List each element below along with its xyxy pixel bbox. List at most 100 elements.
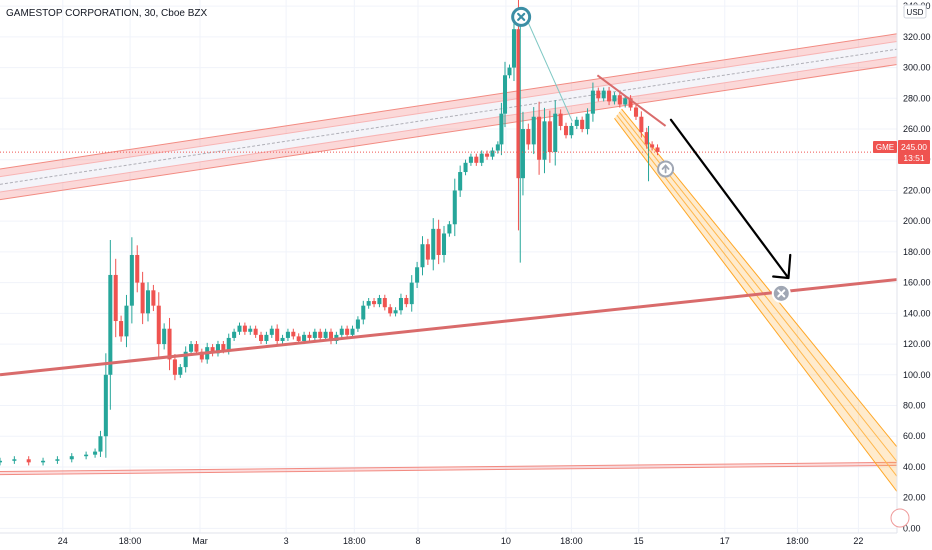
bottom-band-bottom-line[interactable] xyxy=(0,464,898,476)
candle-body xyxy=(628,98,633,108)
candle-body xyxy=(596,90,601,99)
candle-body xyxy=(253,328,258,335)
candle-body xyxy=(221,344,226,351)
candle-body xyxy=(520,129,525,179)
candle-body xyxy=(26,459,31,463)
candle-body xyxy=(237,325,242,332)
y-tick-label: 300.00 xyxy=(903,63,931,73)
candle-body xyxy=(172,359,177,375)
candle-body xyxy=(108,274,113,375)
candle-body xyxy=(307,334,312,338)
x-tick-label: 22 xyxy=(853,536,863,546)
candle-body xyxy=(617,95,622,105)
candle-body xyxy=(280,337,285,341)
candle-body xyxy=(269,328,274,335)
channel-upper-band xyxy=(0,33,897,177)
candle-body xyxy=(93,451,98,455)
candle-body xyxy=(361,305,366,320)
candle-body xyxy=(507,67,512,76)
scroll-to-realtime-button[interactable] xyxy=(890,508,910,528)
candle-body xyxy=(650,144,655,148)
candle-body xyxy=(585,113,590,130)
candle-body xyxy=(542,121,547,160)
projection-arrow[interactable] xyxy=(669,118,792,280)
candle-body xyxy=(156,305,161,345)
ticker-label: GME xyxy=(876,143,894,152)
y-tick-label: 120.00 xyxy=(903,339,931,349)
support-trend-line[interactable] xyxy=(0,278,898,377)
candle-body xyxy=(339,328,344,335)
overlay-layer xyxy=(0,6,898,377)
candle-body xyxy=(388,307,393,314)
fan-line[interactable] xyxy=(522,10,573,122)
candle-body xyxy=(366,301,371,306)
x-tick-label: 24 xyxy=(58,536,68,546)
candle-body xyxy=(409,282,414,305)
candle-body xyxy=(633,107,638,117)
candle-body xyxy=(124,305,129,337)
bottom-band-top-line[interactable] xyxy=(0,461,898,473)
y-tick-label: 140.00 xyxy=(903,308,931,318)
x-tick-label: 18:00 xyxy=(119,536,142,546)
time-axis-background[interactable] xyxy=(0,533,897,550)
candle-body xyxy=(516,29,521,179)
candle-body xyxy=(323,331,328,338)
channel-middle-band xyxy=(0,41,897,193)
candle-body xyxy=(162,328,167,345)
candle-body xyxy=(441,233,447,255)
candle-body xyxy=(526,129,531,145)
ticker-tag xyxy=(873,141,897,153)
last-price-label: 245.00 xyxy=(901,142,927,152)
channel-bottom-line[interactable] xyxy=(0,64,898,201)
candle-body xyxy=(259,334,264,341)
candle-body xyxy=(275,328,280,341)
candle-body xyxy=(98,436,103,452)
candle-body xyxy=(84,454,89,457)
candle-body xyxy=(452,190,457,225)
channel-top-line[interactable] xyxy=(0,33,898,170)
candle-body xyxy=(463,162,468,173)
candle-body xyxy=(511,29,516,68)
price-axis-background[interactable] xyxy=(897,0,932,550)
drawing-layer xyxy=(0,10,898,492)
candle-body xyxy=(291,331,296,337)
channel-inner-top-line[interactable] xyxy=(0,40,898,178)
candle-body xyxy=(537,116,542,160)
candle-body xyxy=(215,344,220,354)
candle-body xyxy=(580,119,585,130)
candle-body xyxy=(199,351,204,360)
candle-body xyxy=(623,98,628,105)
x-tick-label: 17 xyxy=(720,536,730,546)
candle-body xyxy=(226,337,231,351)
candle-body xyxy=(601,90,606,99)
candle-body xyxy=(639,116,644,133)
candle-body xyxy=(558,113,563,126)
candle-body xyxy=(129,254,134,306)
candle-body xyxy=(404,297,409,305)
candle-body xyxy=(210,347,215,354)
candle-body xyxy=(167,328,172,360)
resistance-line[interactable] xyxy=(596,74,667,127)
candle-body xyxy=(547,121,552,153)
channel-center-line[interactable] xyxy=(0,48,898,185)
candle-body xyxy=(502,75,508,114)
y-tick-label: 60.00 xyxy=(903,431,926,441)
y-tick-label: 260.00 xyxy=(903,124,931,134)
candle-body xyxy=(590,90,595,114)
candle-body xyxy=(189,344,194,352)
x-tick-label: 10 xyxy=(501,536,511,546)
y-tick-label: 40.00 xyxy=(903,462,926,472)
candle-body xyxy=(553,113,558,153)
arrow-up-icon xyxy=(661,164,670,174)
candle-body xyxy=(183,351,188,368)
currency-badge[interactable]: USD xyxy=(903,4,927,19)
candle-body xyxy=(145,290,151,314)
channel-inner-bottom-line[interactable] xyxy=(0,56,898,193)
y-tick-label: 280.00 xyxy=(903,93,931,103)
countdown-label: 13:51 xyxy=(903,153,925,163)
down-channel-bottom-line[interactable] xyxy=(614,117,898,492)
candle-body xyxy=(499,113,504,145)
candle-body xyxy=(431,228,436,260)
candle-body xyxy=(644,132,649,145)
